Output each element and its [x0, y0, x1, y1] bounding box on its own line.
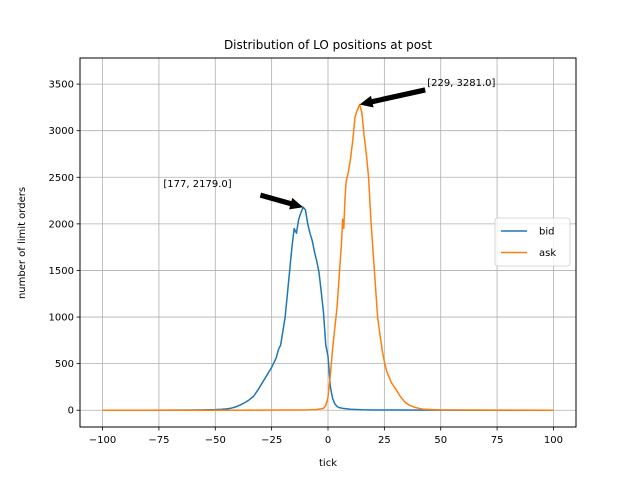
y-tick-label: 1000	[49, 313, 74, 324]
annotation-label: [229, 3281.0]	[427, 78, 495, 89]
y-tick-label: 3000	[49, 126, 74, 137]
legend: bid ask	[494, 217, 571, 267]
y-tick-label: 3500	[49, 80, 74, 91]
series-line-bid	[102, 206, 554, 411]
annotation-arrow	[259, 192, 304, 210]
y-tick-label: 2500	[49, 173, 74, 184]
annotation-label: [177, 2179.0]	[163, 179, 231, 190]
x-tick-label: 75	[491, 435, 504, 446]
x-tick-label: −75	[148, 435, 169, 446]
y-tick-label: 2000	[49, 219, 74, 230]
x-tick-label: −50	[205, 435, 226, 446]
y-tick-label: 1500	[49, 266, 74, 277]
x-tick-label: 50	[434, 435, 447, 446]
legend-label-bid: bid	[539, 227, 554, 238]
x-tick-label: −100	[89, 435, 116, 446]
legend-label-ask: ask	[539, 248, 556, 259]
annotation-arrow	[359, 87, 426, 108]
legend-box	[494, 217, 571, 267]
x-tick-label: 100	[544, 435, 563, 446]
y-axis: 0 500 1000 1500 2000 2500 3000 3500	[49, 80, 80, 417]
y-tick-label: 0	[68, 406, 74, 417]
y-tick-label: 500	[55, 359, 74, 370]
chart-title: Distribution of LO positions at post	[224, 38, 432, 52]
x-tick-label: −25	[261, 435, 282, 446]
y-axis-label: number of limit orders	[17, 187, 28, 299]
annotations: [177, 2179.0] [229, 3281.0]	[163, 78, 496, 210]
x-tick-label: 0	[325, 435, 331, 446]
x-tick-label: 25	[378, 435, 391, 446]
series-lines	[102, 103, 554, 411]
x-axis-label: tick	[319, 458, 337, 469]
x-axis: −100 −75 −50 −25 0 25 50 75 100	[89, 427, 563, 446]
series-line-ask	[102, 103, 554, 411]
